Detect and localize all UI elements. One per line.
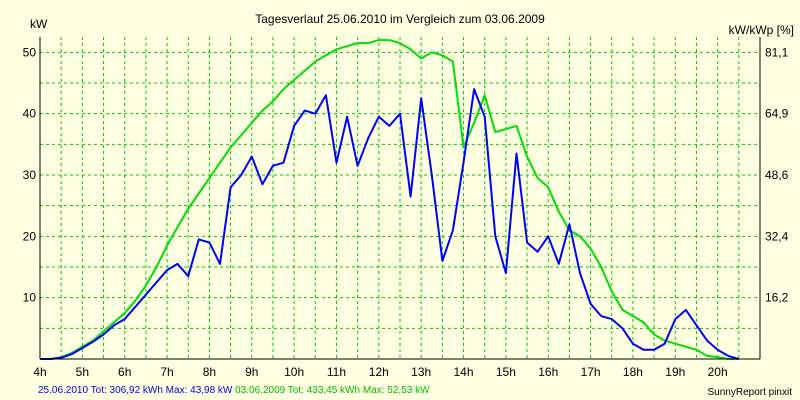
x-tick-label: 10h bbox=[284, 365, 304, 379]
x-tick-label: 9h bbox=[245, 365, 258, 379]
y-tick-label-left: 40 bbox=[23, 107, 37, 121]
series-line bbox=[40, 88, 740, 360]
x-tick-label: 16h bbox=[538, 365, 558, 379]
x-tick-label: 17h bbox=[581, 365, 601, 379]
x-tick-label: 18h bbox=[623, 365, 643, 379]
y-tick-label-left: 50 bbox=[23, 45, 37, 59]
x-tick-label: 14h bbox=[454, 365, 474, 379]
footer-legend-entry: 03.06.2009 Tot: 433,45 kWh Max: 52,53 kW bbox=[232, 385, 430, 396]
x-tick-label: 12h bbox=[369, 365, 389, 379]
x-tick-label: 6h bbox=[118, 365, 131, 379]
y-tick-label-right: 81,1 bbox=[765, 45, 789, 59]
y-tick-label-right: 32,4 bbox=[765, 229, 789, 243]
y-axis-label-right: kW/kWp [%] bbox=[729, 23, 794, 37]
footer-legend: 25.06.2010 Tot: 306,92 kWh Max: 43,98 kW… bbox=[38, 385, 430, 396]
y-tick-label-left: 30 bbox=[23, 168, 37, 182]
y-axis-label-left: kW bbox=[30, 17, 48, 31]
y-tick-label-right: 64,9 bbox=[765, 107, 789, 121]
x-tick-label: 11h bbox=[327, 365, 346, 379]
series-group bbox=[40, 39, 740, 360]
footer-credit: SunnyReport pinxit bbox=[708, 387, 793, 398]
x-tick-label: 20h bbox=[708, 365, 728, 379]
x-tick-label: 19h bbox=[665, 365, 685, 379]
chart-title: Tagesverlauf 25.06.2010 im Vergleich zum… bbox=[255, 12, 545, 26]
series-line bbox=[40, 39, 739, 360]
y-tick-label-left: 10 bbox=[23, 291, 37, 305]
x-tick-label: 13h bbox=[411, 365, 431, 379]
x-tick-label: 5h bbox=[76, 365, 89, 379]
y-tick-label-left: 20 bbox=[23, 229, 37, 243]
axes bbox=[39, 37, 761, 360]
y-tick-label-right: 48,6 bbox=[765, 168, 789, 182]
x-tick-label: 15h bbox=[496, 365, 516, 379]
x-tick-label: 7h bbox=[160, 365, 173, 379]
footer-legend-entry: 25.06.2010 Tot: 306,92 kWh Max: 43,98 kW bbox=[38, 385, 233, 396]
tick-labels: 4h 5h 6h 7h 8h 9h 10h 11h 12h 13h 14h 15h 16h 17h 18h 1… bbox=[23, 45, 789, 379]
x-tick-label: 4h bbox=[33, 365, 46, 379]
grid bbox=[40, 37, 760, 359]
x-tick-label: 8h bbox=[203, 365, 216, 379]
y-tick-label-right: 16,2 bbox=[765, 291, 789, 305]
